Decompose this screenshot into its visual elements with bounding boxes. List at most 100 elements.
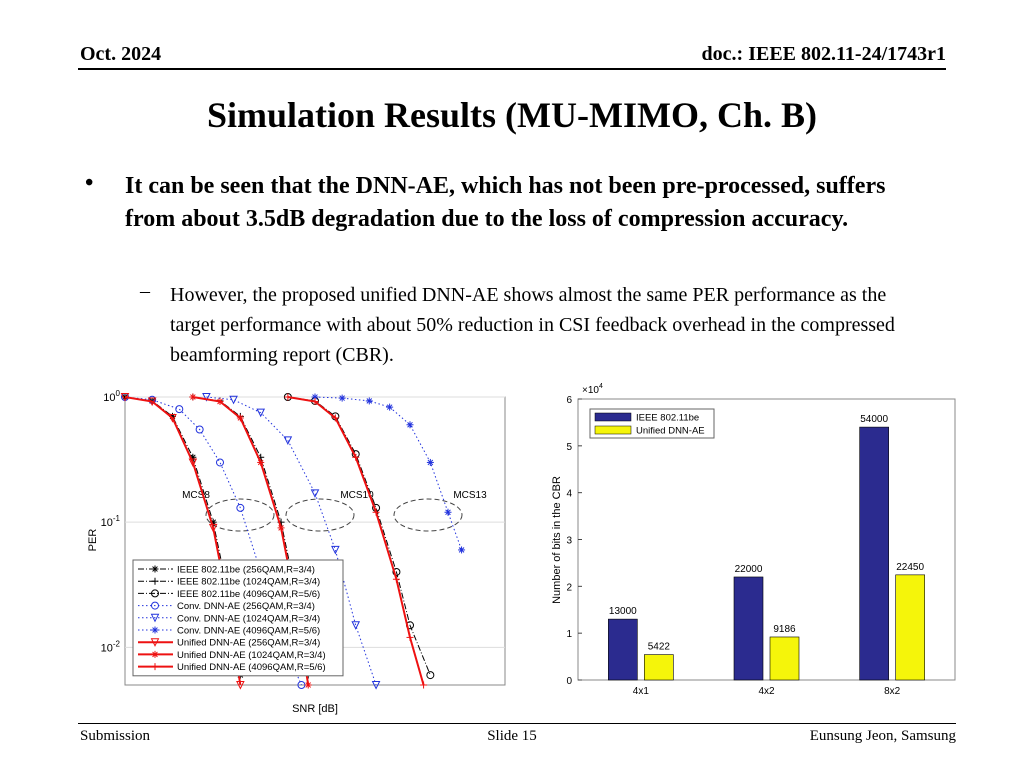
legend-label: Conv. DNN-AE (1024QAM,R=3/4) — [177, 613, 320, 624]
marker-part — [150, 613, 160, 623]
data-point — [386, 403, 394, 411]
value-label: 5422 — [648, 642, 671, 653]
legend-marker — [151, 577, 159, 585]
marker-part — [407, 421, 413, 428]
marker-part — [151, 589, 159, 598]
data-point — [310, 489, 320, 498]
legend-label: Conv. DNN-AE (4096QAM,R=5/6) — [177, 626, 320, 637]
marker-part — [458, 547, 465, 553]
marker-part — [147, 397, 157, 407]
data-point — [371, 681, 381, 690]
legend-label: Unified DNN-AE — [636, 426, 705, 437]
bar — [769, 636, 800, 681]
legend-swatch — [594, 412, 632, 422]
legend-label: IEEE 802.11be (256QAM,R=3/4) — [177, 565, 315, 576]
bar — [733, 576, 764, 681]
marker-part — [208, 523, 218, 533]
marker-part — [202, 393, 211, 402]
series-line — [287, 396, 425, 686]
marker-part — [392, 567, 401, 576]
bar — [859, 426, 889, 681]
data-point — [188, 458, 198, 468]
data-point — [236, 681, 245, 690]
marker-part — [339, 395, 345, 401]
legend-label: Unified DNN-AE (1024QAM,R=3/4) — [177, 650, 326, 661]
legend-marker — [151, 565, 159, 573]
data-point — [406, 633, 414, 641]
header-date: Oct. 2024 — [80, 43, 162, 65]
data-point — [148, 395, 157, 404]
data-point — [283, 436, 293, 446]
legend-marker — [151, 663, 159, 671]
data-point — [208, 523, 218, 533]
data-point — [236, 503, 245, 512]
y-axis-label: Number of bits in the CBR — [551, 476, 563, 604]
bullet-symbol: • — [85, 170, 94, 196]
data-point — [444, 508, 452, 516]
legend-marker — [151, 589, 159, 598]
legend-label: Conv. DNN-AE (256QAM,R=3/4) — [177, 601, 315, 612]
annotation-ellipse — [205, 498, 275, 532]
x-axis-label: SNR [dB] — [292, 703, 338, 715]
y-tick-label: 1 — [566, 629, 572, 640]
series-line — [314, 396, 463, 551]
marker-part — [190, 394, 196, 400]
footer-center: Slide 15 — [487, 728, 537, 744]
data-point — [277, 524, 285, 532]
annotation-ellipse — [285, 498, 355, 532]
marker-part — [278, 525, 284, 531]
tick-label: 10-2 — [101, 639, 121, 654]
series-line — [124, 396, 302, 686]
marker-part — [312, 394, 318, 400]
data-point — [331, 545, 340, 555]
marker-part — [188, 458, 198, 468]
tick-exponent: 4 — [599, 383, 603, 390]
marker-part — [305, 682, 312, 688]
data-point — [352, 453, 360, 461]
marker-part — [151, 601, 159, 610]
bar — [608, 618, 638, 681]
tick-base: 10 — [101, 517, 113, 529]
tick-label: 100 — [103, 389, 120, 404]
value-label: 54000 — [860, 414, 888, 425]
annotation-ellipse — [393, 498, 463, 532]
legend-label: IEEE 802.11be — [636, 413, 699, 424]
marker-part — [229, 395, 238, 405]
data-point — [175, 405, 184, 414]
tick-label: 10-1 — [101, 514, 121, 529]
footer-rule — [78, 723, 956, 724]
tick-exponent: -1 — [113, 514, 121, 523]
marker-part — [371, 681, 381, 690]
bar — [644, 654, 674, 681]
data-point — [351, 621, 361, 630]
x-tick-label: 4x1 — [633, 686, 650, 697]
marker-part — [236, 681, 245, 690]
y-tick-label: 6 — [566, 395, 572, 406]
annotation: MCS13 — [453, 490, 487, 501]
marker-part — [120, 393, 130, 402]
tick-base: 10 — [101, 642, 113, 654]
bar — [895, 574, 925, 681]
data-point — [420, 681, 428, 689]
y-tick-label: 0 — [566, 676, 572, 687]
bullet-text: It can be seen that the DNN-AE, which ha… — [125, 173, 886, 232]
data-point — [406, 421, 414, 429]
data-point — [426, 671, 435, 680]
marker-part — [257, 459, 264, 466]
marker-part — [195, 425, 204, 434]
data-point — [236, 414, 244, 422]
data-point — [229, 395, 238, 405]
data-point — [392, 567, 401, 576]
tick-exponent: -2 — [113, 639, 121, 648]
marker-part — [386, 404, 393, 410]
series-line — [206, 396, 377, 686]
sub-bullet-text: However, the proposed unified DNN-AE sho… — [170, 284, 895, 366]
value-label: 22000 — [735, 564, 763, 575]
legend-marker — [150, 613, 160, 623]
marker-part — [152, 651, 158, 658]
sub-bullet-dash: – — [140, 280, 150, 302]
marker-part — [217, 398, 223, 405]
marker-part — [283, 436, 293, 446]
marker-part — [148, 395, 157, 404]
